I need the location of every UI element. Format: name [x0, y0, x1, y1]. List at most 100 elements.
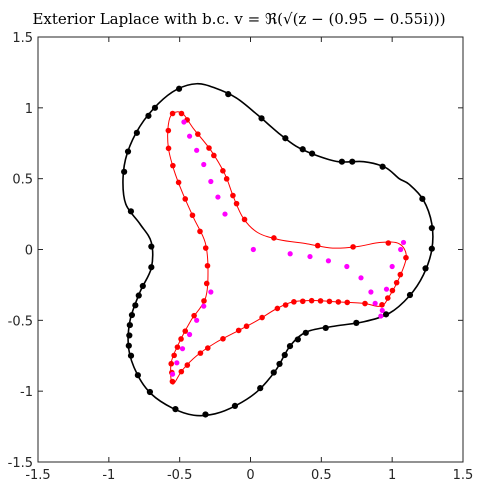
- inner-boundary-point: [169, 378, 176, 385]
- outer-boundary-point: [257, 385, 264, 392]
- outer-boundary-point: [309, 150, 316, 157]
- inner-boundary-point: [299, 298, 306, 305]
- inner-boundary-point: [389, 287, 396, 294]
- pole-point: [174, 360, 180, 366]
- pole-point: [383, 286, 390, 292]
- inner-boundary-point: [174, 344, 181, 350]
- outer-boundary-point: [134, 372, 141, 379]
- inner-boundary-point: [393, 279, 400, 286]
- inner-boundary-point: [314, 242, 321, 249]
- inner-boundary-point: [397, 271, 404, 278]
- outer-boundary-point: [146, 388, 154, 396]
- inner-boundary-point: [169, 110, 176, 117]
- pole-point: [179, 346, 186, 352]
- outer-boundary-point: [276, 360, 283, 368]
- x-axis: -1.5 -1 -0.5 0 0.5 1 1.5: [25, 37, 473, 483]
- pole-point: [194, 147, 200, 153]
- inner-boundary-point: [243, 323, 250, 330]
- inner-boundary-point: [344, 299, 351, 306]
- outer-boundary-point: [322, 324, 329, 332]
- outer-boundary-point: [133, 129, 140, 136]
- inner-boundary-point: [204, 262, 211, 269]
- inner-boundary-point: [259, 314, 265, 321]
- inner-boundary-point: [362, 300, 368, 307]
- pole-point: [398, 246, 404, 253]
- outer-boundary-point: [406, 291, 414, 299]
- inner-boundary-point: [178, 368, 185, 375]
- x-tick-label: 1: [388, 468, 396, 483]
- outer-boundary-point: [175, 85, 183, 92]
- chart-title: Exterior Laplace with b.c. v = ℜ(√(z − (…: [32, 10, 445, 28]
- x-tick-label: 0.5: [311, 468, 332, 483]
- inner-boundary-point: [171, 352, 177, 359]
- inner-boundary-point: [182, 328, 189, 334]
- inner-boundary-point: [282, 302, 289, 308]
- inner-boundary-point: [308, 297, 315, 304]
- x-tick-label: -1: [102, 468, 115, 483]
- pole-points: [169, 119, 407, 377]
- outer-boundary-point: [281, 351, 288, 359]
- inner-boundary-point: [178, 110, 185, 117]
- outer-boundary-point: [353, 319, 360, 326]
- inner-boundary-point: [350, 244, 356, 250]
- outer-boundary-line: [122, 82, 434, 417]
- inner-boundary-point: [178, 336, 184, 342]
- outer-boundary-point: [428, 245, 435, 252]
- pole-point: [378, 313, 384, 319]
- inner-boundary-point: [220, 335, 226, 342]
- outer-boundary-point: [128, 311, 136, 319]
- inner-boundary-point: [317, 298, 324, 304]
- y-tick-label: -1.5: [8, 456, 33, 471]
- outer-boundary-point: [225, 91, 232, 98]
- inner-boundary-point: [291, 299, 297, 305]
- outer-boundary-point: [270, 369, 277, 376]
- outer-boundary-point: [419, 195, 426, 202]
- inner-boundary-point: [189, 212, 196, 219]
- pole-point: [215, 194, 221, 200]
- inner-boundary-point: [235, 327, 242, 334]
- inner-boundary-point: [220, 168, 226, 174]
- outer-boundary-point: [286, 343, 294, 350]
- inner-boundary-point: [326, 298, 333, 305]
- y-tick-label: 0.5: [12, 173, 33, 188]
- inner-boundary-point: [184, 362, 191, 368]
- pole-point: [358, 275, 364, 281]
- y-tick-label: -0.5: [8, 314, 33, 329]
- inner-boundary-point: [335, 299, 342, 305]
- pole-point: [169, 371, 176, 377]
- inner-boundary-point: [241, 216, 248, 223]
- y-tick-label: 1.5: [12, 31, 33, 46]
- inner-boundary-point: [379, 302, 385, 308]
- outer-boundary-point: [126, 321, 133, 329]
- outer-boundary-point: [145, 112, 152, 119]
- outer-boundary-point: [231, 402, 239, 409]
- pole-point: [194, 317, 200, 323]
- pole-point: [250, 246, 256, 253]
- outer-boundary-point: [382, 311, 390, 318]
- pole-point: [307, 253, 313, 260]
- pole-point: [186, 133, 193, 139]
- pole-point: [379, 307, 385, 314]
- inner-boundary-point: [170, 162, 176, 169]
- inner-boundary-point: [211, 152, 217, 159]
- outer-boundary-point: [139, 282, 146, 290]
- pole-point: [208, 178, 214, 185]
- inner-boundary-point: [384, 295, 391, 301]
- outer-boundary-point: [121, 168, 128, 175]
- inner-boundary-point: [271, 235, 277, 241]
- pole-point: [368, 289, 374, 295]
- inner-boundary-point: [165, 145, 172, 152]
- inner-boundary-point: [223, 176, 230, 182]
- y-tick-label: 1: [25, 102, 33, 117]
- outer-boundary-point: [422, 265, 429, 272]
- outer-boundary-point: [294, 336, 301, 343]
- inner-boundary-point: [203, 280, 210, 287]
- outer-boundary-point: [349, 158, 356, 165]
- pole-point: [222, 211, 228, 217]
- x-tick-label: 1.5: [453, 468, 474, 483]
- outer-boundary-point: [379, 163, 386, 170]
- outer-boundary-point: [132, 302, 139, 309]
- outer-boundary-point: [148, 264, 155, 271]
- inner-boundary-points: [165, 110, 409, 385]
